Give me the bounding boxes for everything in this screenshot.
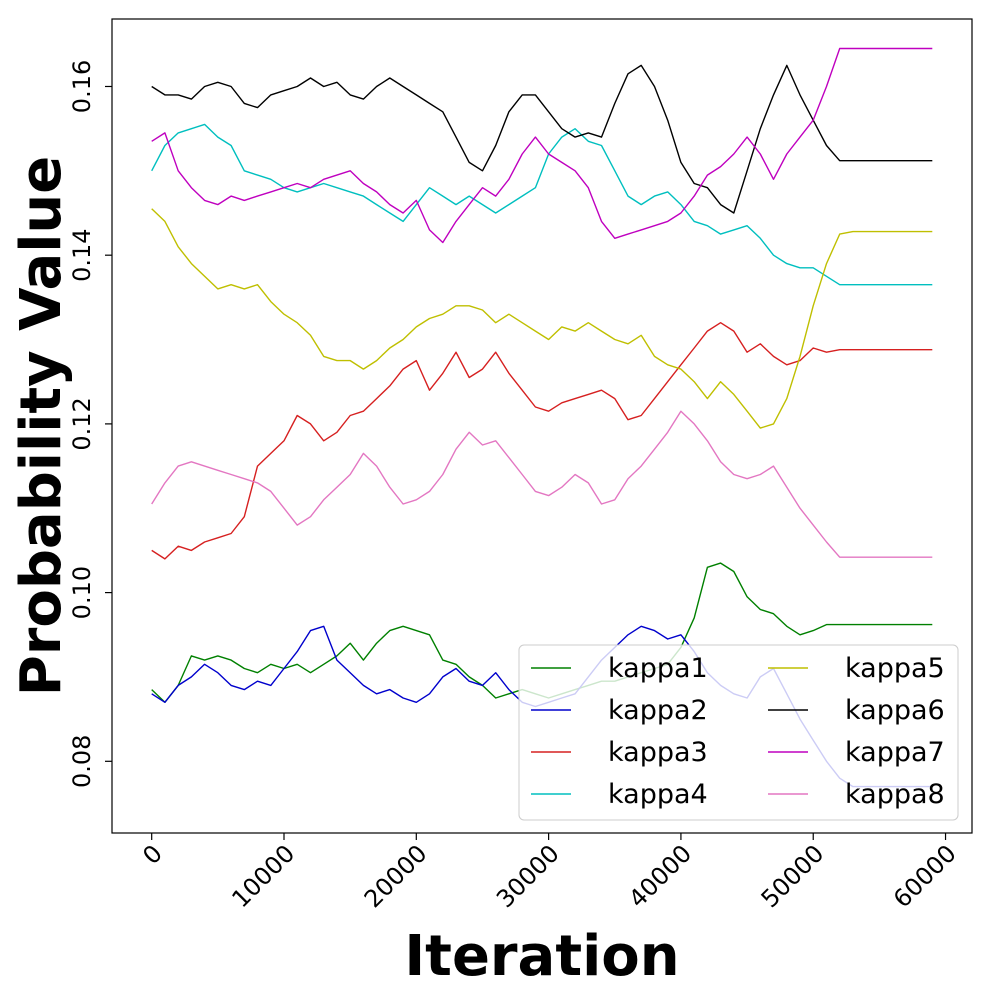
plot-frame: [111, 18, 973, 834]
x-tick-label: 40000: [623, 839, 697, 913]
y-tick-label: 0.10: [68, 566, 96, 619]
legend-box: [518, 644, 959, 821]
series-line-kappa7: [151, 47, 933, 244]
y-tick-label: 0.12: [68, 397, 96, 450]
legend: kappa1 kappa2 kappa3 kappa4 kappa5 kappa6 kapp…: [518, 644, 959, 821]
legend-label: kappa8: [845, 779, 945, 810]
x-tick-label: 50000: [756, 839, 830, 913]
series-line-kappa5: [151, 208, 933, 429]
y-axis-title: Probability Value: [9, 156, 74, 697]
x-tick-label: 60000: [888, 839, 962, 913]
x-axis-title: Iteration: [404, 924, 679, 989]
legend-label: kappa6: [845, 695, 945, 726]
y-tick-label: 0.14: [68, 228, 96, 281]
series-line-kappa4: [151, 123, 933, 286]
x-tick-label: 0: [137, 839, 168, 870]
x-tick-label: 30000: [491, 839, 565, 913]
x-tick-label: 10000: [226, 839, 300, 913]
series-line-kappa3: [151, 322, 933, 560]
series-line-kappa8: [151, 410, 933, 558]
legend-label: kappa1: [608, 653, 708, 684]
y-tick-label: 0.08: [68, 735, 96, 788]
y-tick-label: 0.16: [68, 60, 96, 113]
legend-label: kappa4: [608, 779, 708, 810]
legend-label: kappa3: [608, 737, 708, 768]
legend-label: kappa2: [608, 695, 708, 726]
legend-label: kappa7: [845, 737, 945, 768]
legend-label: kappa5: [845, 653, 945, 684]
x-tick-label: 20000: [359, 839, 433, 913]
series-line-kappa6: [151, 64, 933, 214]
